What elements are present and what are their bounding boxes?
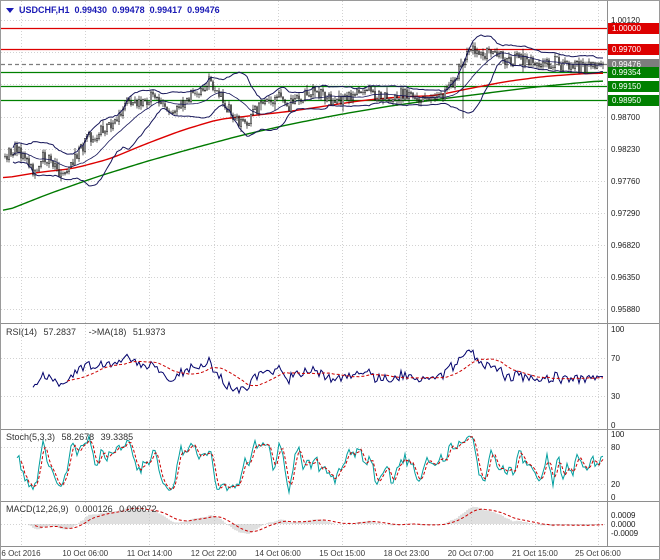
- ohlc-close-value: 0.99476: [187, 5, 220, 15]
- price-level-badge: 0.99476: [608, 58, 659, 70]
- stoch-tick-label: 80: [611, 442, 620, 452]
- price-tick-label: 1.00120: [611, 16, 640, 26]
- stoch-signal-value: 39.3385: [100, 432, 134, 442]
- rsi-label: RSI(14): [6, 327, 38, 337]
- time-axis-label: 11 Oct 14:00: [126, 549, 173, 558]
- price-tick-label: 0.98230: [611, 144, 640, 154]
- stoch-panel-header: Stoch(5,3,3) 58.2678 39.3385: [6, 432, 137, 442]
- stoch-tick-label: 20: [611, 480, 620, 490]
- price-tick-label: 0.97760: [611, 176, 640, 186]
- macd-tick-label: 0.0009: [611, 511, 636, 521]
- price-level-badge: 0.99700: [608, 43, 659, 55]
- rsi-panel-header: RSI(14) 57.2837 ->MA(18) 51.9373: [6, 327, 169, 337]
- macd-tick-label: -0.0009: [611, 528, 639, 538]
- stoch-label: Stoch(5,3,3): [6, 432, 56, 442]
- rsi-tick-label: 30: [611, 392, 620, 402]
- ohlc-low-value: 0.99417: [149, 5, 183, 15]
- time-axis-label: 18 Oct 23:00: [383, 549, 430, 558]
- price-level-badge: 0.98950: [608, 94, 659, 106]
- macd-tick-label: 0.0000: [611, 520, 636, 529]
- price-tick-label: 0.95880: [611, 304, 640, 314]
- chart-title: USDCHF,H1 0.99430 0.99478 0.99417 0.9947…: [6, 5, 225, 15]
- price-tick-label: 0.96350: [611, 272, 640, 282]
- time-axis-label: 21 Oct 15:00: [511, 549, 558, 558]
- macd-signal-value: 0.000072: [119, 504, 157, 514]
- stoch-tick-label: 100: [611, 430, 625, 439]
- rsi-tick-label: 0: [611, 421, 616, 430]
- ohlc-high-value: 0.99478: [112, 5, 145, 15]
- price-level-badge: 1.00000: [608, 23, 659, 35]
- time-axis-label: 20 Oct 07:00: [447, 549, 494, 558]
- price-tick-label: 0.98700: [611, 112, 640, 122]
- ohlc-open-value: 0.99430: [74, 5, 108, 15]
- macd-panel-header: MACD(12,26,9) 0.000126 0.000072: [6, 504, 161, 514]
- price-tick-label: 0.97290: [611, 208, 640, 218]
- stoch-value: 58.2678: [61, 432, 95, 442]
- price-tick-label: 0.96820: [611, 240, 640, 250]
- time-axis-label: 10 Oct 06:00: [62, 549, 109, 558]
- macd-label: MACD(12,26,9): [6, 504, 69, 514]
- price-level-badge: 0.99354: [608, 67, 659, 79]
- time-axis-label: 6 Oct 2016: [1, 549, 41, 558]
- rsi-tick-label: 100: [611, 325, 625, 334]
- symbol-timeframe-label: USDCHF,H1: [19, 5, 70, 15]
- macd-value: 0.000126: [75, 504, 113, 514]
- time-axis-label: 15 Oct 15:00: [319, 549, 366, 558]
- rsi-ma-label: ->MA(18): [88, 327, 127, 337]
- time-axis-label: 14 Oct 06:00: [255, 549, 301, 558]
- dropdown-arrow-icon: [6, 7, 14, 13]
- rsi-ma-value: 51.9373: [132, 327, 166, 337]
- rsi-value: 57.2837: [43, 327, 77, 337]
- price-level-badge: 0.99150: [608, 81, 659, 93]
- time-axis-label: 12 Oct 22:00: [190, 549, 237, 558]
- time-axis-label: 25 Oct 06:00: [575, 549, 621, 558]
- stoch-tick-label: 0: [611, 493, 616, 502]
- rsi-tick-label: 70: [611, 353, 620, 363]
